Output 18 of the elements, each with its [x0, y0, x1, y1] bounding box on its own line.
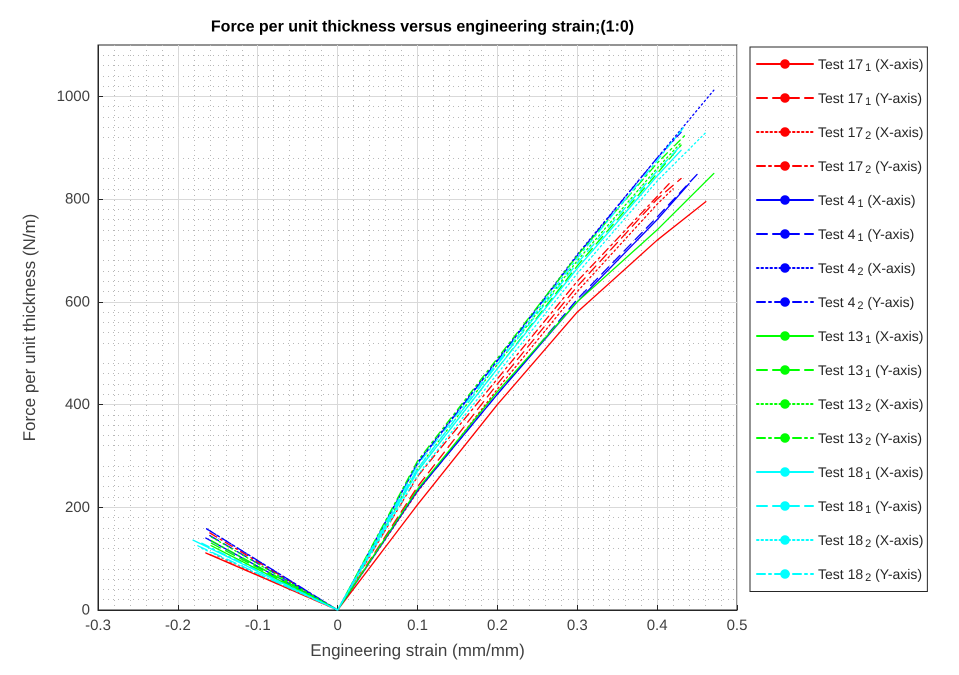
x-tick-label: 0.3: [566, 617, 588, 634]
y-tick-label: 0: [82, 602, 90, 618]
x-axis-title: Engineering strain (mm/mm): [310, 641, 525, 660]
x-tick-label: -0.2: [164, 617, 191, 634]
y-tick-label: 600: [64, 293, 90, 310]
y-tick-label: 800: [64, 190, 90, 208]
x-tick-label: -0.1: [244, 617, 271, 634]
x-tick-label: 0.4: [646, 617, 668, 634]
x-tick-label: 0.2: [486, 617, 508, 634]
x-tick-label: -0.3: [85, 617, 111, 634]
chart-title: Force per unit thickness versus engineering strain;(1:0): [210, 18, 634, 36]
x-tick-label: 0.1: [407, 617, 428, 634]
y-tick-label: 200: [64, 498, 90, 516]
x-tick-label: 0.5: [726, 617, 748, 634]
y-tick-label: 1000: [56, 88, 90, 105]
y-axis-title: Force per unit thickness (N/m): [20, 214, 39, 442]
x-tick-label: 0: [333, 617, 342, 634]
y-tick-label: 400: [64, 396, 90, 414]
